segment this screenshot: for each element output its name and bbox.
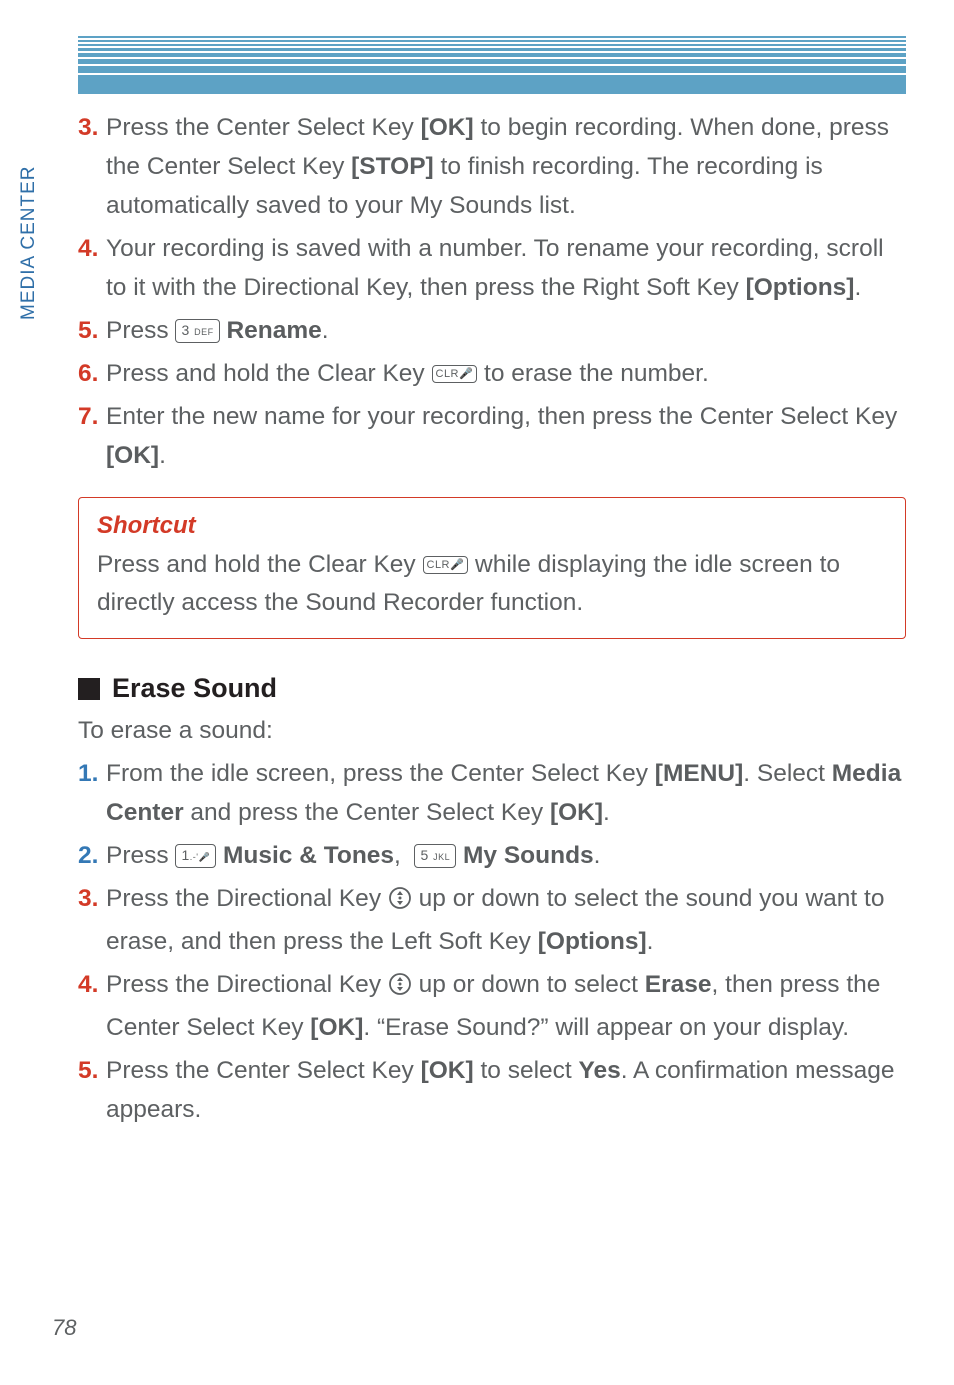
- step: 5.Press 3 DEF Rename.: [78, 311, 906, 350]
- shortcut-body: Press and hold the Clear Key CLR🎤 while …: [97, 546, 887, 622]
- header-bar: [78, 48, 906, 51]
- header-bar: [78, 40, 906, 42]
- step: 6.Press and hold the Clear Key CLR🎤 to e…: [78, 354, 906, 393]
- content-area: 3.Press the Center Select Key [OK] to be…: [78, 108, 906, 1133]
- header-bar: [78, 66, 906, 73]
- step: 3.Press the Directional Key up or down t…: [78, 879, 906, 961]
- section-title: Erase Sound: [112, 673, 277, 704]
- step-text: Press the Center Select Key [OK] to begi…: [106, 108, 906, 225]
- step-text: Your recording is saved with a number. T…: [106, 229, 906, 307]
- steps-bottom: 1.From the idle screen, press the Center…: [78, 754, 906, 1129]
- step: 5.Press the Center Select Key [OK] to se…: [78, 1051, 906, 1129]
- step-text: Press 3 DEF Rename.: [106, 311, 906, 350]
- step-number: 1.: [78, 754, 106, 832]
- sidebar-section-label: MEDIA CENTER: [18, 165, 40, 320]
- shortcut-callout: Shortcut Press and hold the Clear Key CL…: [78, 497, 906, 639]
- step-text: Enter the new name for your recording, t…: [106, 397, 906, 475]
- square-icon: [78, 678, 100, 700]
- step-number: 3.: [78, 879, 106, 961]
- step-text: Press the Directional Key up or down to …: [106, 965, 906, 1047]
- steps-top: 3.Press the Center Select Key [OK] to be…: [78, 108, 906, 475]
- step-number: 5.: [78, 311, 106, 350]
- step: 4.Press the Directional Key up or down t…: [78, 965, 906, 1047]
- step-text: Press and hold the Clear Key CLR🎤 to era…: [106, 354, 906, 393]
- step: 3.Press the Center Select Key [OK] to be…: [78, 108, 906, 225]
- header-gradient-bars: [78, 36, 906, 96]
- header-bar: [78, 75, 906, 94]
- step-number: 2.: [78, 836, 106, 875]
- step-text: Press the Center Select Key [OK] to sele…: [106, 1051, 906, 1129]
- step-number: 4.: [78, 229, 106, 307]
- step: 1.From the idle screen, press the Center…: [78, 754, 906, 832]
- header-bar: [78, 59, 906, 64]
- step-number: 7.: [78, 397, 106, 475]
- step-text: Press the Directional Key up or down to …: [106, 879, 906, 961]
- header-bar: [78, 53, 906, 57]
- step-text: Press 1.-'🎤 Music & Tones, 5 JKL My Soun…: [106, 836, 906, 875]
- step-number: 3.: [78, 108, 106, 225]
- step: 4.Your recording is saved with a number.…: [78, 229, 906, 307]
- step-text: From the idle screen, press the Center S…: [106, 754, 906, 832]
- step-number: 4.: [78, 965, 106, 1047]
- intro-text: To erase a sound:: [78, 712, 906, 750]
- step: 2.Press 1.-'🎤 Music & Tones, 5 JKL My So…: [78, 836, 906, 875]
- page: MEDIA CENTER 3.Press the Center Select K…: [0, 0, 954, 1385]
- header-bar: [78, 44, 906, 46]
- step-number: 6.: [78, 354, 106, 393]
- section-heading: Erase Sound: [78, 673, 906, 704]
- page-number: 78: [52, 1315, 76, 1341]
- shortcut-title: Shortcut: [97, 512, 887, 540]
- step-number: 5.: [78, 1051, 106, 1129]
- header-bar: [78, 36, 906, 38]
- step: 7.Enter the new name for your recording,…: [78, 397, 906, 475]
